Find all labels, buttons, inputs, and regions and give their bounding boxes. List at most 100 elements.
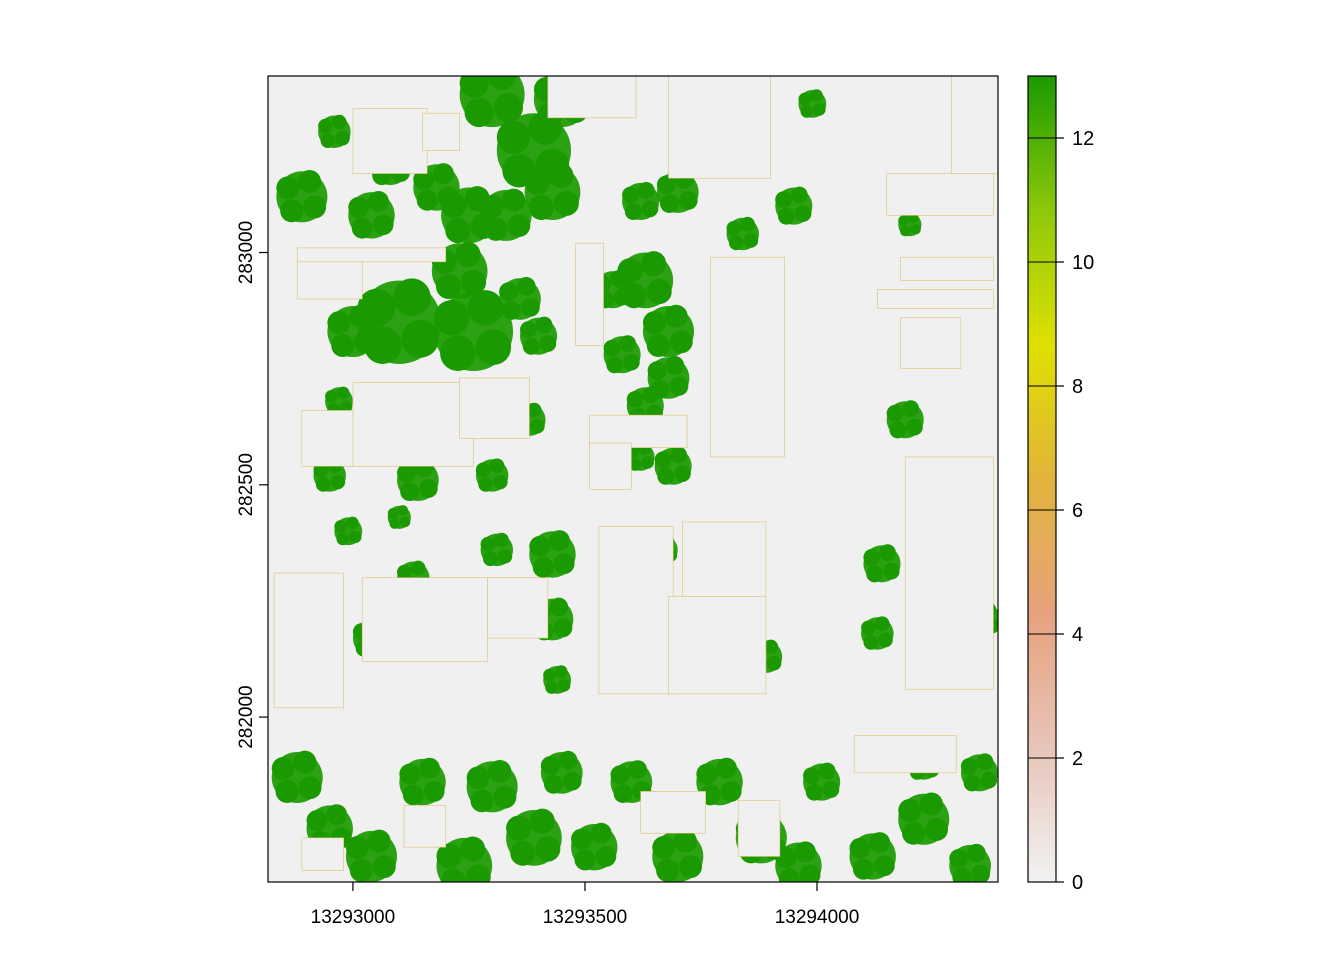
vegetation-blob — [494, 532, 509, 548]
vegetation-blob — [971, 864, 990, 882]
vegetation-blob — [545, 681, 558, 694]
legend-tick-label: 2 — [1072, 748, 1083, 770]
vegetation-blob — [502, 188, 526, 212]
plot-frame — [267, 75, 999, 883]
vegetation-blob — [529, 808, 555, 834]
vegetation-blob — [336, 532, 349, 546]
y-tick-label: 283000 — [236, 221, 257, 284]
vegetation-blob — [879, 544, 896, 561]
vegetation-blob — [470, 789, 494, 813]
vegetation-blob — [348, 530, 362, 544]
vegetation-blob — [441, 193, 467, 219]
vegetation-blob — [432, 163, 454, 185]
vegetation-blob — [397, 564, 412, 580]
vegetation-blob — [548, 162, 574, 188]
vegetation-blob — [492, 474, 508, 490]
vegetation-blob — [526, 402, 542, 418]
building-footprint — [668, 76, 771, 179]
vegetation-blob — [499, 282, 518, 302]
vegetation-blob — [435, 273, 462, 299]
vegetation-blob — [863, 548, 881, 566]
vegetation-blob — [315, 477, 331, 492]
vegetation-blob — [524, 169, 550, 195]
vegetation-blob — [805, 783, 823, 801]
vegetation-blob — [673, 829, 697, 853]
vegetation-blob — [863, 635, 879, 650]
building-footprint — [361, 577, 488, 662]
legend-colorbar — [1027, 75, 1057, 883]
legend-tick-label: 10 — [1072, 252, 1094, 274]
vegetation-blob — [553, 190, 579, 216]
legend-tick-label: 4 — [1072, 624, 1083, 646]
building-footprint — [301, 837, 344, 871]
vegetation-blob — [280, 199, 304, 223]
vegetation-blob — [303, 195, 327, 219]
vegetation-blob — [535, 316, 553, 334]
vegetation-blob — [873, 855, 895, 877]
building-footprint — [296, 247, 447, 263]
vegetation-blob — [818, 762, 836, 780]
vegetation-blob — [726, 220, 742, 236]
vegetation-blob — [465, 864, 491, 882]
vegetation-blob — [967, 843, 986, 863]
plot-area — [267, 75, 999, 883]
vegetation-blob — [393, 278, 431, 316]
vegetation-blob — [664, 304, 688, 328]
vegetation-blob — [402, 784, 424, 806]
vegetation-blob — [397, 505, 409, 516]
raster-layer — [271, 76, 998, 882]
vegetation-blob — [902, 400, 920, 417]
vegetation-blob — [603, 339, 621, 357]
vegetation-blob — [557, 679, 571, 692]
vegetation-blob — [549, 530, 570, 552]
vegetation-blob — [728, 235, 744, 251]
building-footprint — [352, 108, 428, 174]
vegetation-blob — [878, 632, 893, 648]
building-footprint — [422, 112, 460, 151]
vegetation-blob — [656, 859, 680, 882]
vegetation-blob — [532, 556, 554, 578]
vegetation-blob — [849, 837, 871, 859]
vegetation-blob — [740, 216, 755, 232]
vegetation-blob — [791, 186, 808, 204]
vegetation-blob — [626, 390, 644, 408]
vegetation-blob — [298, 776, 322, 800]
vegetation-blob — [436, 843, 462, 869]
vegetation-blob — [506, 815, 532, 841]
vegetation-blob — [670, 446, 688, 464]
building-footprint — [273, 572, 344, 709]
vegetation-blob — [898, 215, 909, 226]
vegetation-blob — [325, 390, 338, 403]
building-footprint — [682, 521, 767, 597]
vegetation-blob — [459, 76, 489, 98]
vegetation-blob — [976, 753, 994, 771]
vegetation-blob — [455, 241, 481, 267]
vegetation-blob — [813, 103, 826, 116]
vegetation-blob — [346, 516, 359, 530]
vegetation-blob — [822, 781, 840, 798]
vegetation-blob — [669, 376, 689, 396]
vegetation-blob — [925, 818, 948, 841]
vegetation-blob — [766, 655, 782, 671]
vegetation-blob — [562, 771, 582, 791]
vegetation-blob — [522, 338, 540, 355]
vegetation-blob — [339, 400, 353, 414]
vegetation-blob — [413, 168, 435, 190]
vegetation-blob — [484, 217, 508, 241]
vegetation-blob — [467, 290, 504, 326]
vegetation-blob — [852, 858, 874, 880]
vegetation-blob — [720, 780, 742, 802]
vegetation-blob — [489, 458, 505, 474]
vegetation-blob — [331, 334, 355, 358]
vegetation-blob — [401, 320, 440, 358]
vegetation-blob — [480, 194, 504, 218]
vegetation-blob — [318, 118, 333, 134]
vegetation-blob — [335, 130, 350, 146]
vegetation-blob — [440, 335, 476, 371]
vegetation-blob — [696, 763, 718, 785]
vegetation-blob — [475, 329, 512, 366]
vegetation-blob — [397, 463, 416, 483]
vegetation-blob — [418, 479, 438, 498]
vegetation-blob — [678, 191, 698, 210]
vegetation-blob — [549, 597, 569, 617]
